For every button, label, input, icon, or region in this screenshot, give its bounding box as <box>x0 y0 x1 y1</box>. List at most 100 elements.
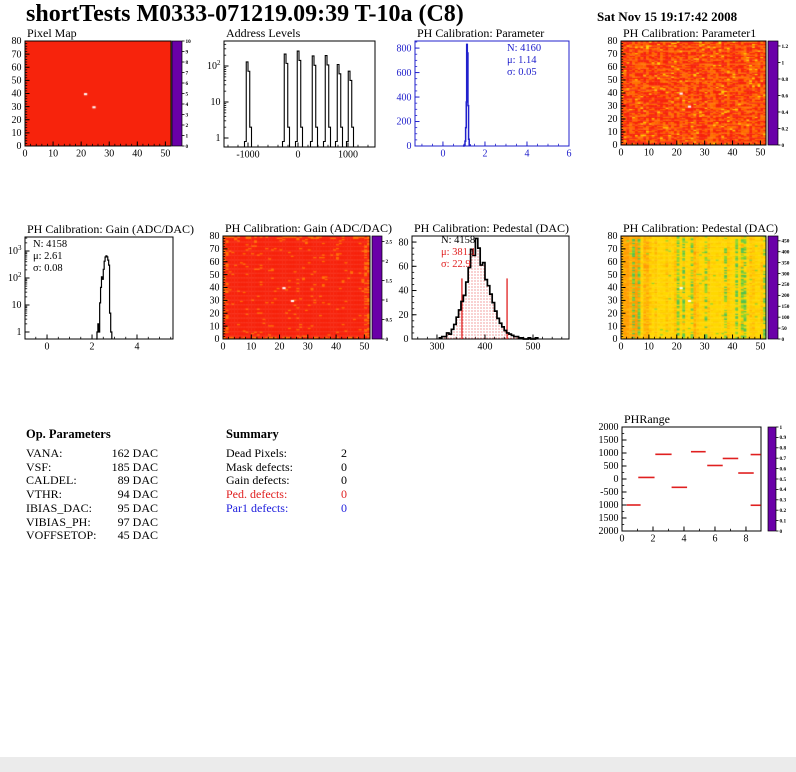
ph-parameter-plot: PH Calibration: Parameter 0 2 4 6 0 200 400 600 8… <box>397 26 572 160</box>
svg-text:1500: 1500 <box>599 435 619 446</box>
summary-value: 2 <box>341 446 347 460</box>
ph-gain-map-heatmap-canvas <box>223 236 370 339</box>
svg-text:1500: 1500 <box>599 513 619 524</box>
svg-text:30: 30 <box>608 296 618 307</box>
svg-text:4: 4 <box>135 342 140 353</box>
svg-text:450: 450 <box>782 239 790 245</box>
svg-text:400: 400 <box>477 342 492 353</box>
svg-text:9: 9 <box>186 49 189 55</box>
param-label: VANA: <box>26 446 63 460</box>
svg-text:20: 20 <box>210 308 220 319</box>
svg-text:2: 2 <box>650 534 655 545</box>
svg-text:10: 10 <box>48 149 58 160</box>
svg-text:0.6: 0.6 <box>782 93 789 99</box>
svg-text:6: 6 <box>567 149 572 160</box>
svg-text:μ: 2.61: μ: 2.61 <box>33 251 63 262</box>
svg-text:600: 600 <box>397 68 412 79</box>
svg-text:1000: 1000 <box>599 448 619 459</box>
param-label: IBIAS_DAC: <box>26 500 93 515</box>
svg-text:7: 7 <box>186 70 189 76</box>
svg-text:60: 60 <box>608 257 618 268</box>
svg-text:500: 500 <box>604 461 619 472</box>
svg-text:PH Calibration: Pedestal (DAC): PH Calibration: Pedestal (DAC) <box>414 221 569 235</box>
svg-text:PH Calibration: Parameter: PH Calibration: Parameter <box>417 26 544 40</box>
svg-text:100: 100 <box>782 315 790 321</box>
svg-text:2: 2 <box>386 259 389 265</box>
svg-text:10: 10 <box>644 342 654 353</box>
svg-text:50: 50 <box>359 342 369 353</box>
svg-text:N: 4158: N: 4158 <box>33 239 67 250</box>
summary-label: Mask defects: <box>226 459 293 474</box>
ph-pedestal-map-heatmap-canvas <box>621 236 766 339</box>
svg-text:50: 50 <box>210 270 220 281</box>
svg-text:σ: 0.08: σ: 0.08 <box>33 263 63 274</box>
svg-text:40: 40 <box>608 283 618 294</box>
op-parameter-row: IBIAS_DAC: 95 DAC <box>26 500 158 516</box>
svg-text:1000: 1000 <box>338 150 358 161</box>
svg-text:30: 30 <box>303 342 313 353</box>
svg-text:2: 2 <box>186 123 189 129</box>
svg-text:80: 80 <box>608 36 618 47</box>
svg-text:3: 3 <box>186 112 189 118</box>
svg-text:0: 0 <box>613 140 618 151</box>
summary-row: Gain defects: 0 <box>226 474 347 488</box>
svg-text:30: 30 <box>608 101 618 112</box>
ph-gain-map-plot: PH Calibration: Gain (ADC/DAC)0 10 20 30 40 5… <box>210 221 393 353</box>
svg-text:PH Calibration: Pedestal (DAC): PH Calibration: Pedestal (DAC) <box>623 221 778 235</box>
svg-text:10: 10 <box>211 97 221 108</box>
svg-text:40: 40 <box>728 148 738 159</box>
svg-text:PH Calibration: Gain (ADC/DAC): PH Calibration: Gain (ADC/DAC) <box>225 221 392 235</box>
svg-text:50: 50 <box>782 326 788 332</box>
svg-text:30: 30 <box>210 296 220 307</box>
svg-text:0: 0 <box>619 148 624 159</box>
svg-text:10: 10 <box>608 127 618 138</box>
svg-text:30: 30 <box>700 342 710 353</box>
summary-row: Ped. defects: 0 <box>226 487 347 502</box>
svg-text:0.4: 0.4 <box>780 487 787 493</box>
svg-text:0: 0 <box>386 337 389 343</box>
param-label: VTHR: <box>26 487 62 502</box>
svg-text:1.5: 1.5 <box>386 278 393 284</box>
svg-text:μ: 381.1: μ: 381.1 <box>441 247 476 258</box>
svg-text:1: 1 <box>17 327 22 338</box>
svg-text:200: 200 <box>397 117 412 128</box>
svg-text:2: 2 <box>90 342 95 353</box>
svg-text:0.2: 0.2 <box>780 508 787 514</box>
address-levels-plot: Address Levels -1000 0 1000 1 10 102 <box>207 26 376 161</box>
summary-label: Dead Pixels: <box>226 446 287 460</box>
param-value: 94 DAC <box>117 487 158 502</box>
svg-text:5: 5 <box>186 91 189 97</box>
svg-text:0: 0 <box>613 334 618 345</box>
svg-text:0.7: 0.7 <box>780 456 787 462</box>
svg-text:4: 4 <box>186 102 189 108</box>
svg-text:10: 10 <box>12 300 22 311</box>
svg-text:250: 250 <box>782 282 790 288</box>
svg-text:σ: 0.05: σ: 0.05 <box>507 67 537 78</box>
param-value: 97 DAC <box>117 514 158 529</box>
svg-text:0: 0 <box>221 342 226 353</box>
svg-text:2.5: 2.5 <box>386 239 393 245</box>
ph-gain-histogram-chart: PH Calibration: Gain (ADC/DAC) 0 2 4 1 10 102 1… <box>8 220 206 352</box>
svg-text:10: 10 <box>186 39 192 45</box>
svg-text:0: 0 <box>619 342 624 353</box>
ph-pedestal-histogram-chart: PH Calibration: Pedestal (DAC) 300 400 500 0… <box>396 220 600 352</box>
svg-text:N: 4160: N: 4160 <box>507 43 541 54</box>
svg-text:60: 60 <box>12 62 22 73</box>
svg-text:0: 0 <box>780 529 783 535</box>
summary-value: 0 <box>341 487 347 502</box>
svg-text:60: 60 <box>210 257 220 268</box>
svg-text:2000: 2000 <box>599 422 619 433</box>
summary-value: 0 <box>341 500 347 515</box>
svg-text:1: 1 <box>386 298 389 304</box>
svg-text:0.2: 0.2 <box>782 126 789 132</box>
svg-text:400: 400 <box>782 250 790 256</box>
svg-text:Pixel Map: Pixel Map <box>27 26 77 40</box>
svg-text:102: 102 <box>207 59 221 72</box>
svg-text:0: 0 <box>614 474 619 485</box>
svg-text:50: 50 <box>12 76 22 87</box>
svg-text:40: 40 <box>331 342 341 353</box>
svg-text:20: 20 <box>275 342 285 353</box>
